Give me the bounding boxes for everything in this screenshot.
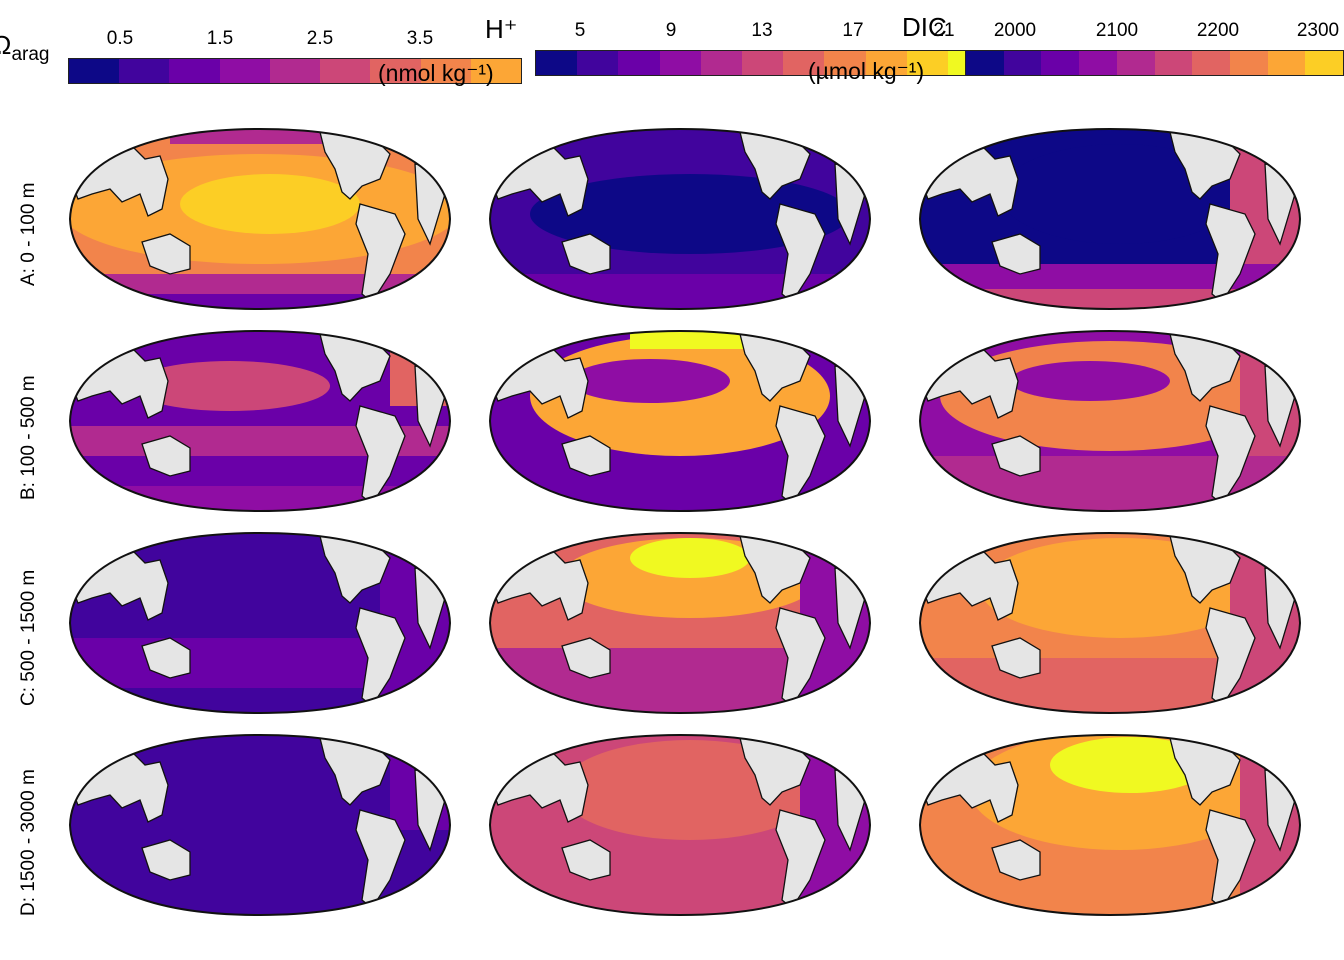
- row-label: C: 500 - 1500 m: [18, 570, 40, 706]
- colorbar-swatch: [618, 51, 659, 75]
- omega-tick: 1.5: [207, 28, 233, 50]
- map-panel: [470, 730, 890, 920]
- map-panel: [900, 124, 1320, 314]
- colorbar-swatch: [1155, 51, 1193, 75]
- colorbar-swatch: [1230, 51, 1268, 75]
- map-panel: [900, 326, 1320, 516]
- dic-title: DIC: [902, 12, 947, 43]
- dic-tick: 2200: [1197, 20, 1239, 42]
- hplus-tick: 13: [751, 20, 772, 42]
- world-map: [470, 326, 890, 516]
- dic-tick: 2300: [1297, 20, 1339, 42]
- colorbar-swatch: [220, 59, 270, 83]
- world-map: [470, 124, 890, 314]
- colorbar-swatch: [69, 59, 119, 83]
- colorbar-swatch: [1305, 51, 1343, 75]
- dic-tick: 2100: [1096, 20, 1138, 42]
- map-panel: [50, 730, 470, 920]
- colorbar-swatch: [1268, 51, 1306, 75]
- row-label: D: 1500 - 3000 m: [18, 769, 40, 916]
- hplus-tick: 17: [842, 20, 863, 42]
- map-panel: [470, 528, 890, 718]
- hplus-unit: (nmol kg⁻¹): [378, 60, 494, 87]
- row-label: A: 0 - 100 m: [18, 183, 40, 287]
- world-map: [900, 528, 1320, 718]
- map-panel: [470, 326, 890, 516]
- omega-symbol: Ω: [0, 30, 11, 60]
- map-panel: [50, 326, 470, 516]
- world-map: [900, 124, 1320, 314]
- hplus-tick: 5: [575, 20, 586, 42]
- world-map: [50, 124, 470, 314]
- colorbar-swatch: [320, 59, 370, 83]
- row-label: B: 100 - 500 m: [18, 375, 40, 500]
- omega-tick: 0.5: [107, 28, 133, 50]
- colorbar-swatch: [270, 59, 320, 83]
- omega-tick: 3.5: [407, 28, 433, 50]
- colorbar-swatch: [536, 51, 577, 75]
- map-panel: [900, 528, 1320, 718]
- omega-tick: 2.5: [307, 28, 333, 50]
- world-map: [470, 528, 890, 718]
- colorbar-swatch: [169, 59, 219, 83]
- colorbar-swatch: [577, 51, 618, 75]
- colorbar-swatch: [1117, 51, 1155, 75]
- map-panel: [900, 730, 1320, 920]
- colorbar-swatch: [966, 51, 1004, 75]
- map-panel: [470, 124, 890, 314]
- world-map: [900, 326, 1320, 516]
- world-map: [50, 326, 470, 516]
- colorbar-swatch: [1192, 51, 1230, 75]
- colorbar-swatch: [701, 51, 742, 75]
- world-map: [470, 730, 890, 920]
- colorbar-swatch: [660, 51, 701, 75]
- legend-omega-title: Ωarag: [0, 30, 49, 66]
- dic-unit: (µmol kg⁻¹): [808, 58, 924, 85]
- omega-subscript: arag: [11, 44, 49, 65]
- map-panel: [50, 528, 470, 718]
- dic-colorbar: [965, 50, 1344, 76]
- colorbar-swatch: [1041, 51, 1079, 75]
- hplus-title: H⁺: [485, 14, 518, 45]
- colorbar-swatch: [1004, 51, 1042, 75]
- world-map: [900, 730, 1320, 920]
- world-map: [50, 528, 470, 718]
- hplus-tick: 9: [666, 20, 677, 42]
- map-panel: [50, 124, 470, 314]
- colorbar-swatch: [1079, 51, 1117, 75]
- colorbar-swatch: [119, 59, 169, 83]
- colorbar-swatch: [742, 51, 783, 75]
- world-map: [50, 730, 470, 920]
- dic-tick: 2000: [994, 20, 1036, 42]
